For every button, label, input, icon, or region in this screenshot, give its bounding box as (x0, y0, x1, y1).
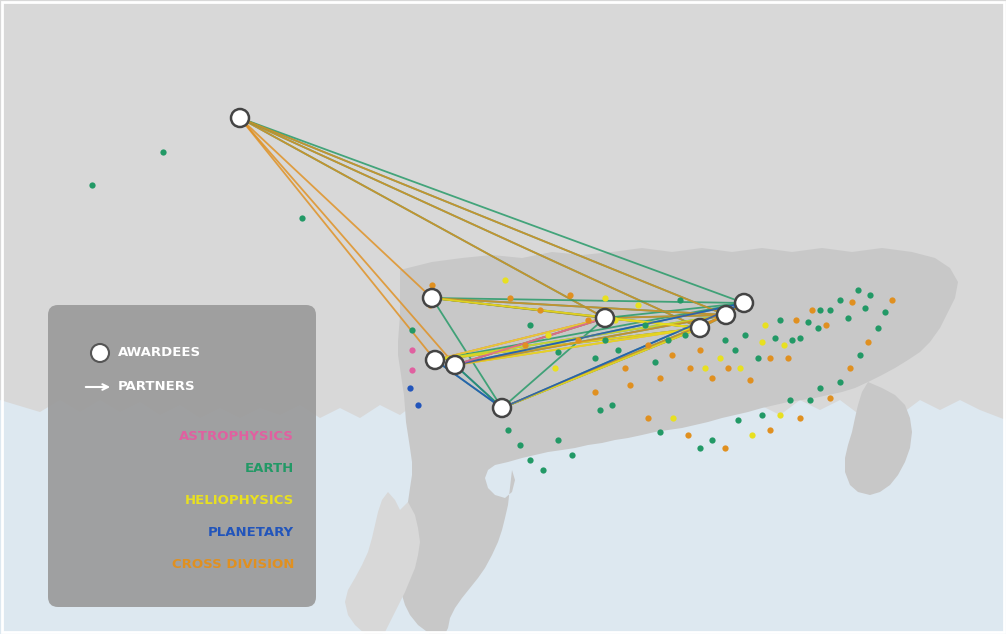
Text: AWARDEES: AWARDEES (118, 347, 201, 359)
Polygon shape (65, 48, 320, 140)
Polygon shape (845, 382, 912, 495)
Circle shape (423, 289, 441, 307)
Polygon shape (398, 248, 958, 634)
FancyBboxPatch shape (48, 305, 316, 607)
Circle shape (426, 351, 444, 369)
Circle shape (91, 344, 109, 362)
Text: PLANETARY: PLANETARY (208, 526, 294, 540)
Polygon shape (0, 0, 1006, 420)
Circle shape (596, 309, 614, 327)
Circle shape (231, 109, 249, 127)
Text: HELIOPHYSICS: HELIOPHYSICS (185, 495, 294, 507)
Polygon shape (698, 2, 850, 110)
Text: ASTROPHYSICS: ASTROPHYSICS (179, 430, 294, 444)
Polygon shape (930, 235, 1006, 380)
Circle shape (32, 302, 44, 314)
Polygon shape (345, 492, 420, 634)
Circle shape (493, 399, 511, 417)
Text: CROSS DIVISION: CROSS DIVISION (172, 559, 294, 571)
Text: EARTH: EARTH (244, 462, 294, 476)
Circle shape (16, 312, 28, 324)
Circle shape (691, 319, 709, 337)
Polygon shape (0, 130, 310, 360)
Circle shape (49, 292, 61, 304)
Text: PARTNERS: PARTNERS (118, 380, 195, 394)
Circle shape (735, 294, 753, 312)
Circle shape (717, 306, 735, 324)
Circle shape (2, 324, 14, 336)
Polygon shape (330, 2, 1006, 280)
Circle shape (446, 356, 464, 374)
